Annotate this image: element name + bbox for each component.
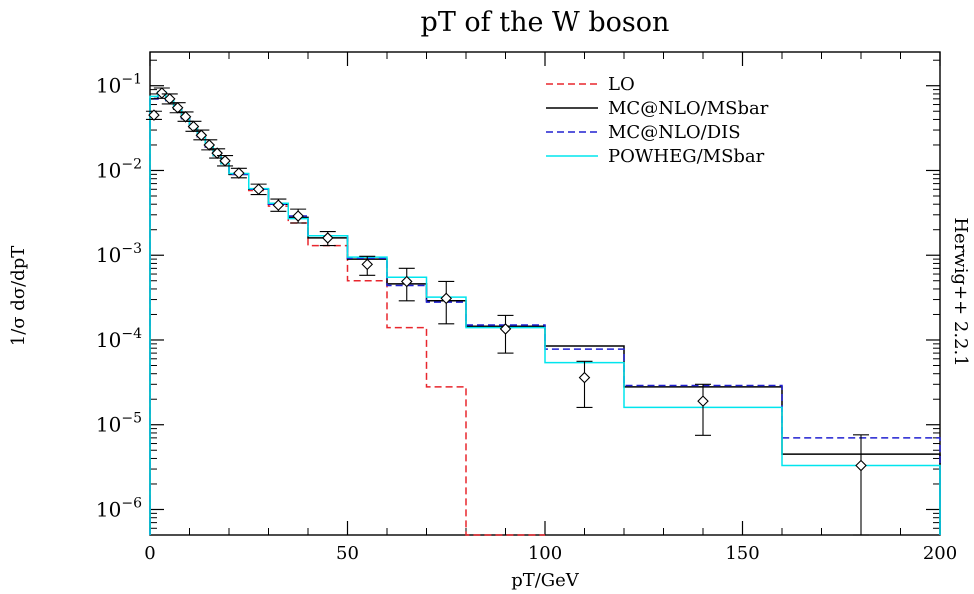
x-tick-label: 50: [336, 543, 359, 564]
data-point: [578, 371, 591, 384]
y-tick-label: 10−1: [96, 72, 142, 98]
data-point: [187, 120, 200, 133]
axis-ticks: 0 50 100 150 200 10−6 10−5 10−4 10−3 10−2 10−1: [96, 52, 957, 564]
legend: LO MC@NLO/MSbar MC@NLO/DIS POWHEG/MSbar: [546, 74, 769, 167]
data-point: [148, 109, 160, 121]
data-point: [855, 459, 867, 472]
x-axis-label: pT/GeV: [511, 570, 580, 591]
series-line-1: [149, 92, 941, 535]
data-point: [292, 210, 304, 222]
legend-label-1: MC@NLO/MSbar: [608, 98, 769, 119]
data-point: [361, 258, 374, 271]
data-points-layer: [145, 87, 869, 536]
x-tick-label: 200: [923, 543, 957, 564]
data-point: [203, 139, 216, 151]
legend-label-2: MC@NLO/DIS: [608, 122, 741, 143]
y-tick-label: 10−5: [96, 411, 142, 437]
y-tick-label: 10−6: [96, 495, 142, 521]
data-point: [219, 155, 231, 167]
data-point: [321, 232, 334, 244]
data-point: [400, 275, 413, 288]
series-line-3: [149, 90, 941, 535]
data-point: [163, 93, 176, 105]
data-point: [499, 323, 512, 335]
y-tick-label: 10−2: [96, 156, 142, 182]
y-axis-label: 1/σ dσ/dpT: [8, 246, 29, 346]
x-tick-label: 100: [528, 543, 562, 564]
x-tick-label: 0: [144, 543, 155, 564]
plot-frame: [149, 51, 941, 536]
chart-title: pT of the W boson: [421, 7, 670, 38]
data-point: [440, 292, 453, 305]
legend-label-3: POWHEG/MSbar: [608, 146, 765, 167]
generator-label: Herwig++ 2.2.1: [950, 217, 971, 366]
data-point: [252, 183, 265, 196]
data-point: [697, 395, 709, 407]
x-tick-label: 150: [725, 543, 759, 564]
y-tick-label: 10−3: [96, 241, 142, 267]
data-point: [171, 101, 184, 114]
series-layer: [149, 90, 941, 536]
data-point: [272, 199, 285, 211]
data-point: [233, 167, 245, 179]
y-tick-label: 10−4: [96, 326, 142, 352]
legend-label-0: LO: [608, 74, 635, 95]
series-line-2: [149, 92, 941, 535]
data-point: [156, 87, 168, 99]
